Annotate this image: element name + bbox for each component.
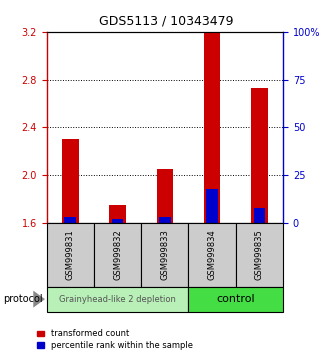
Text: GDS5113 / 10343479: GDS5113 / 10343479 xyxy=(99,14,234,27)
Text: GSM999832: GSM999832 xyxy=(113,229,122,280)
Bar xyxy=(251,88,268,223)
Bar xyxy=(47,287,188,312)
Text: GSM999831: GSM999831 xyxy=(66,229,75,280)
Bar xyxy=(65,217,76,223)
Bar xyxy=(109,205,126,223)
Bar xyxy=(254,208,265,223)
Bar xyxy=(112,219,123,223)
Bar xyxy=(188,287,283,312)
Text: GSM999834: GSM999834 xyxy=(207,229,217,280)
Bar xyxy=(94,223,141,287)
Text: GSM999835: GSM999835 xyxy=(255,229,264,280)
Bar xyxy=(157,169,173,223)
Bar xyxy=(206,189,218,223)
Bar xyxy=(47,223,94,287)
Bar xyxy=(188,223,236,287)
Legend: transformed count, percentile rank within the sample: transformed count, percentile rank withi… xyxy=(38,329,193,350)
Polygon shape xyxy=(33,291,45,308)
Bar xyxy=(204,32,220,223)
Text: control: control xyxy=(216,294,255,304)
Bar xyxy=(62,139,79,223)
Text: GSM999833: GSM999833 xyxy=(160,229,169,280)
Bar xyxy=(236,223,283,287)
Bar xyxy=(141,223,188,287)
Text: Grainyhead-like 2 depletion: Grainyhead-like 2 depletion xyxy=(59,295,176,304)
Text: protocol: protocol xyxy=(3,294,43,304)
Bar xyxy=(159,217,170,223)
